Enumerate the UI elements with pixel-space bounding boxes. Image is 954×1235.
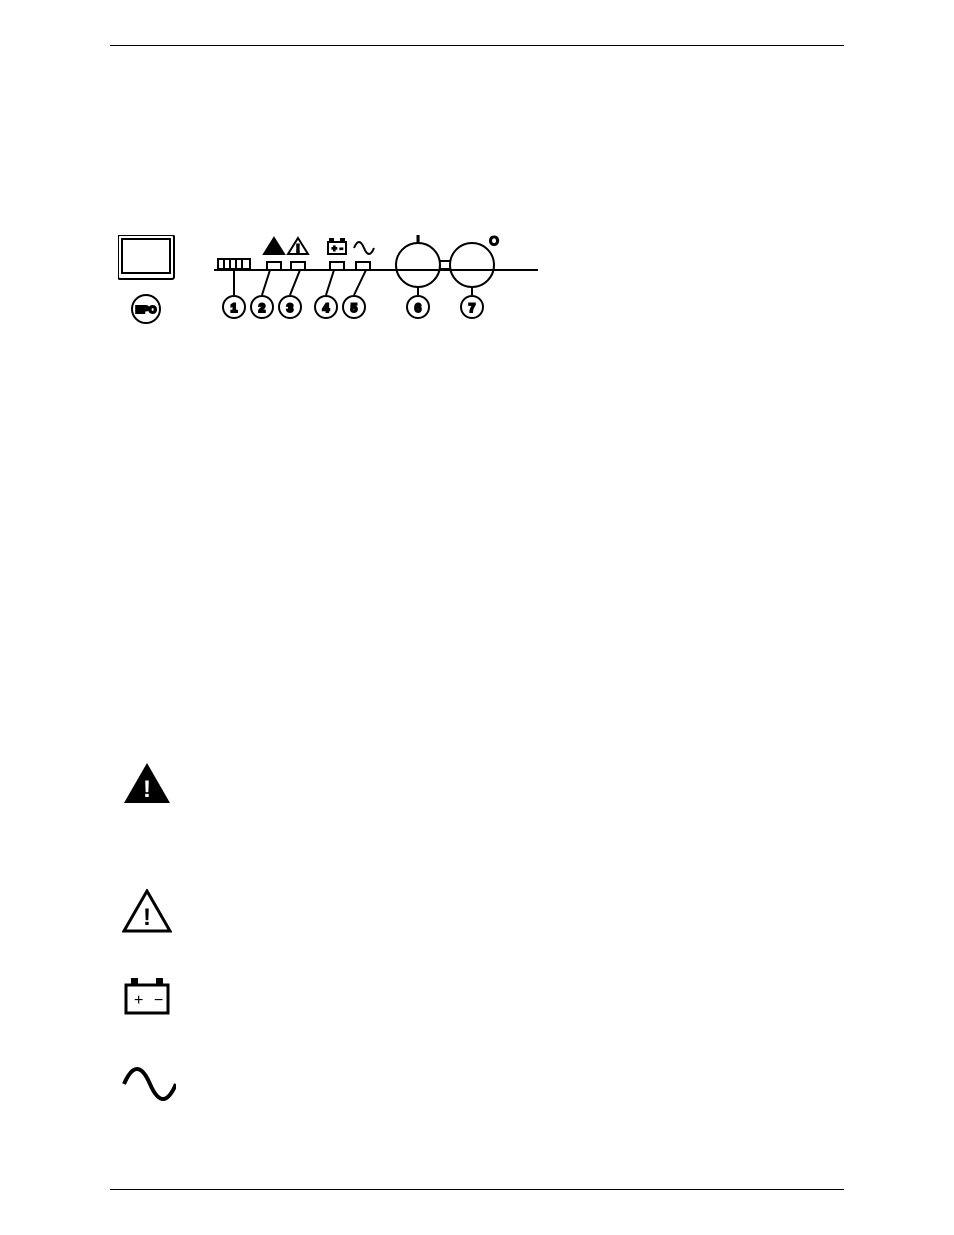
svg-text:2: 2 (259, 301, 266, 315)
top-rule (110, 45, 844, 46)
control-panel-diagram: EPO 1 ! 2 (118, 235, 548, 345)
warning-outline-icon: ! (122, 889, 172, 933)
svg-text:!: ! (296, 243, 300, 255)
svg-text:7: 7 (469, 301, 476, 315)
svg-text:+: + (332, 244, 337, 253)
page-sheet: EPO 1 ! 2 (110, 45, 844, 1190)
svg-text:!: ! (143, 776, 151, 803)
svg-text:−: − (154, 992, 163, 1009)
svg-text:O: O (489, 235, 498, 248)
epo-label: EPO (135, 305, 156, 316)
svg-text:4: 4 (323, 301, 330, 315)
svg-text:I: I (416, 235, 419, 246)
svg-text:-: - (340, 244, 343, 253)
sine-icon (122, 1067, 176, 1101)
warning-filled-icon: ! (122, 761, 172, 805)
svg-text:!: ! (272, 243, 276, 255)
svg-text:6: 6 (415, 301, 422, 315)
svg-text:5: 5 (351, 301, 358, 315)
bottom-rule (110, 1189, 844, 1190)
battery-icon: + − (122, 975, 172, 1017)
svg-text:1: 1 (231, 301, 238, 315)
svg-text:3: 3 (287, 301, 294, 315)
svg-text:+: + (134, 992, 143, 1009)
svg-text:!: ! (143, 904, 151, 931)
